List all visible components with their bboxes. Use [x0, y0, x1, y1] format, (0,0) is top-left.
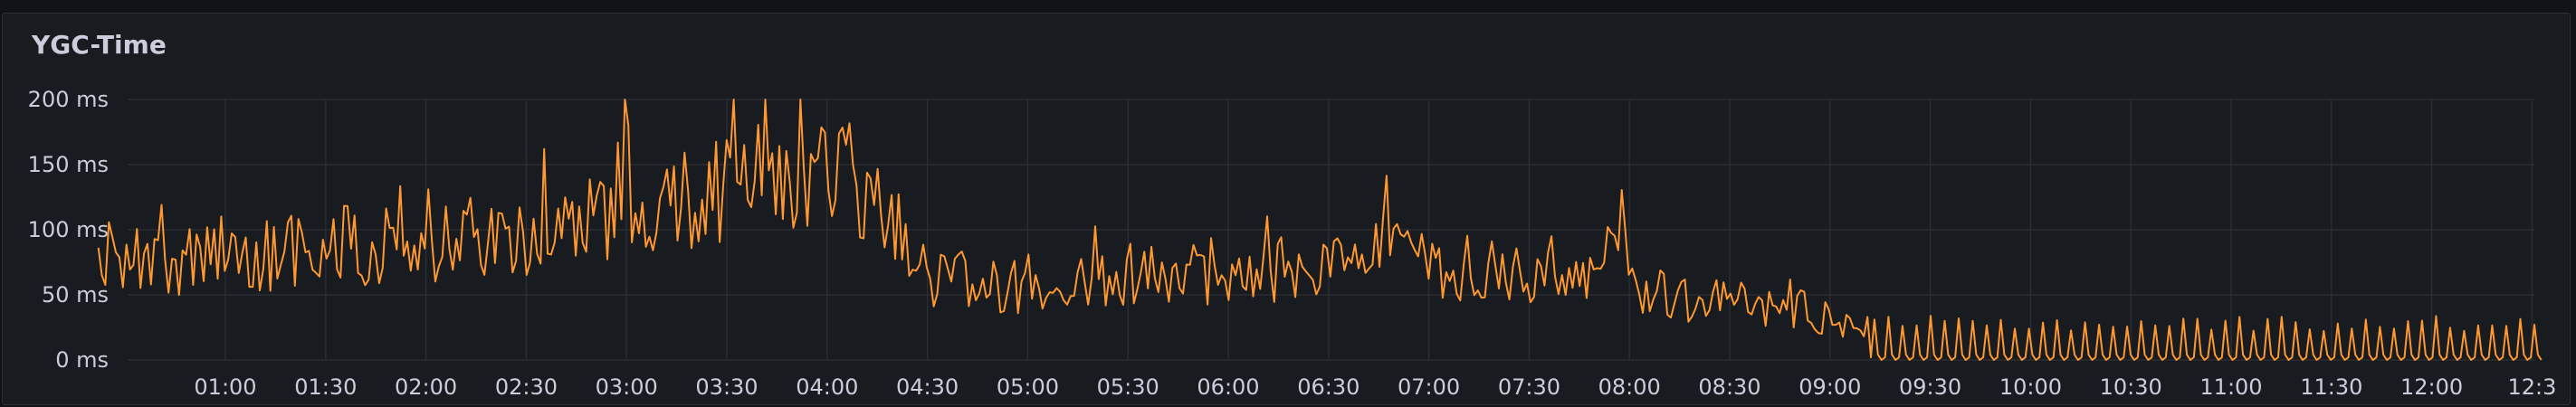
x-tick-label: 01:00 — [194, 374, 256, 400]
x-tick-label: 05:00 — [997, 374, 1059, 400]
y-tick-label: 0 ms — [55, 347, 109, 373]
x-tick-label: 11:30 — [2300, 374, 2362, 400]
x-tick-label: 02:30 — [495, 374, 558, 400]
grid-lines — [129, 99, 2534, 361]
x-axis: 01:00 01:30 02:00 02:30 03:00 03:30 04:00 04:30… — [194, 374, 2556, 400]
series-group — [97, 99, 2543, 361]
x-tick-label: 08:00 — [1598, 374, 1661, 400]
y-axis: 0 ms 50 ms 100 ms 150 ms 200 ms — [28, 87, 109, 373]
x-tick-label: 12:00 — [2400, 374, 2463, 400]
x-tick-label: 04:00 — [796, 374, 858, 400]
x-tick-label: 07:30 — [1498, 374, 1560, 400]
x-tick-label: 03:00 — [596, 374, 658, 400]
x-tick-label: 06:30 — [1297, 374, 1360, 400]
x-tick-label: 07:00 — [1398, 374, 1460, 400]
y-tick-label: 50 ms — [42, 282, 109, 308]
x-tick-label: 09:00 — [1798, 374, 1861, 400]
x-tick-label: 06:00 — [1197, 374, 1259, 400]
panel-title: YGC-Time — [32, 30, 167, 60]
x-tick-label: 12:3 — [2507, 374, 2556, 400]
x-tick-label: 04:30 — [896, 374, 959, 400]
x-tick-label: 10:30 — [2100, 374, 2162, 400]
x-tick-label: 02:00 — [395, 374, 457, 400]
x-tick-label: 10:00 — [1999, 374, 2062, 400]
y-tick-label: 200 ms — [28, 87, 109, 112]
y-tick-label: 150 ms — [28, 152, 109, 177]
x-tick-label: 09:30 — [1899, 374, 1961, 400]
x-tick-label: 11:00 — [2199, 374, 2262, 400]
y-tick-label: 100 ms — [28, 217, 109, 242]
x-tick-label: 05:30 — [1097, 374, 1159, 400]
x-tick-label: 03:30 — [695, 374, 758, 400]
series-line[interactable] — [97, 99, 2543, 361]
x-tick-label: 01:30 — [294, 374, 357, 400]
x-tick-label: 08:30 — [1698, 374, 1760, 400]
